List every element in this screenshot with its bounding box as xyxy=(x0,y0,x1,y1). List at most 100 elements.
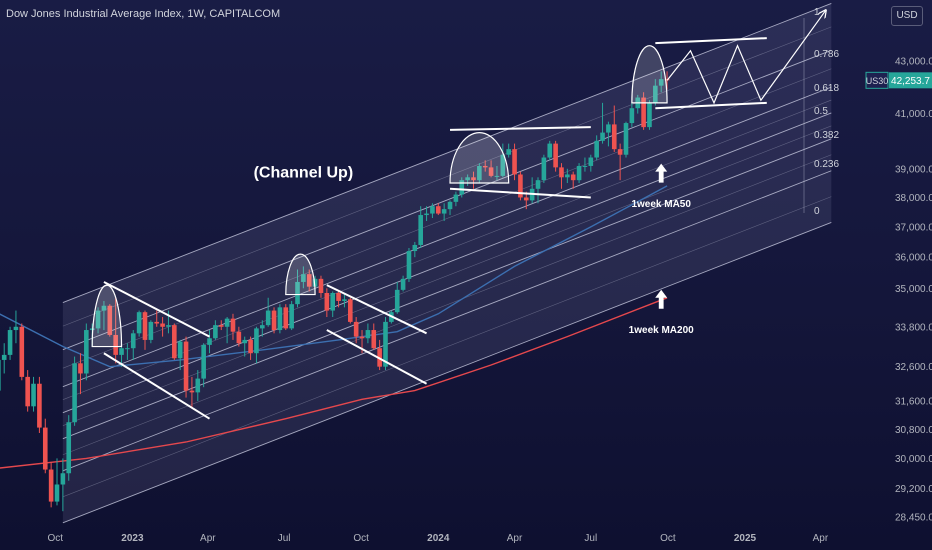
candle-body xyxy=(359,336,365,339)
candle-body xyxy=(37,383,42,428)
pattern-trendline xyxy=(103,281,210,338)
candle-body xyxy=(576,165,582,181)
candle-body xyxy=(383,321,388,367)
fib-level-label: 0.5 xyxy=(814,106,828,117)
candle-body xyxy=(441,209,447,214)
candle-body xyxy=(48,469,54,502)
candle-body xyxy=(31,383,36,407)
candle-body xyxy=(353,321,359,337)
candle-body xyxy=(130,333,136,349)
candle-body xyxy=(189,390,195,393)
candle-body xyxy=(218,325,224,327)
x-tick-label: Oct xyxy=(353,533,369,544)
x-tick-label: Apr xyxy=(507,533,523,544)
candle-body xyxy=(406,251,412,279)
currency-selector[interactable]: USD xyxy=(891,6,923,26)
candle-body xyxy=(84,330,89,374)
candle-body xyxy=(66,422,72,474)
pattern-trendline xyxy=(449,187,591,199)
y-tick-label: 43,000.0 xyxy=(895,57,932,68)
candle-body xyxy=(459,180,465,195)
rounding-top-arc xyxy=(91,284,123,348)
candle-body xyxy=(430,206,435,214)
x-tick-label: 2024 xyxy=(427,533,450,544)
candle-body xyxy=(371,330,377,349)
candle-body xyxy=(488,167,494,176)
candle-body xyxy=(324,292,330,311)
candle-body xyxy=(447,201,453,210)
ma200-line xyxy=(0,297,668,469)
x-tick-label: Apr xyxy=(200,533,216,544)
x-tick-label: Jul xyxy=(278,533,291,544)
x-axis[interactable]: Oct 2023 Apr Jul Oct 2024 Apr Jul Oct 2025 Apr xyxy=(48,533,829,544)
candle-body xyxy=(565,174,570,178)
candle-body xyxy=(125,348,130,350)
projection-path xyxy=(666,11,825,105)
candle-body xyxy=(330,292,336,311)
candle-body xyxy=(553,143,558,168)
candle-body xyxy=(107,305,113,335)
ma-annotation-label: 1week MA50 xyxy=(631,199,691,210)
channel-group: 1 0.786 0.618 0.5 0.382 0.236 0 xyxy=(62,3,839,524)
candle-body xyxy=(471,177,476,181)
candle-body xyxy=(195,378,201,393)
ma-annotation-label: 1week MA200 xyxy=(629,325,694,336)
candle-body xyxy=(512,149,517,175)
x-tick-label: Oct xyxy=(660,533,676,544)
candle-body xyxy=(559,167,564,178)
candle-body xyxy=(7,330,13,355)
fib-level-label: 0.618 xyxy=(814,83,839,94)
candle-body xyxy=(348,299,353,322)
y-tick-label: 41,000.0 xyxy=(895,109,932,120)
candle-body xyxy=(213,325,218,339)
candle-body xyxy=(248,339,253,354)
y-tick-label: 35,000.0 xyxy=(895,284,932,295)
candle-body xyxy=(19,326,25,377)
candle-body xyxy=(412,244,418,252)
x-tick-label: Jul xyxy=(584,533,597,544)
rounding-top-arc xyxy=(631,45,668,104)
candle-body xyxy=(236,331,242,344)
candle-body xyxy=(523,197,529,201)
candle-body xyxy=(54,484,60,502)
candle-body xyxy=(594,140,599,158)
candle-body xyxy=(283,307,289,329)
candle-body xyxy=(482,165,488,168)
candle-body xyxy=(570,174,576,181)
candle-body xyxy=(172,325,177,359)
price-tag-symbol-bg xyxy=(865,71,889,89)
pattern-trendline xyxy=(326,284,427,335)
channel-midline xyxy=(62,154,832,456)
moving-averages-group xyxy=(0,185,668,469)
candle-body xyxy=(95,310,101,329)
y-axis[interactable]: 43,000.0 41,000.0 39,000.0 38,000.0 37,000.0… xyxy=(865,57,932,524)
candle-body xyxy=(154,321,160,324)
y-tick-label: 39,000.0 xyxy=(895,164,932,175)
price-tag-value: 42,253.7 xyxy=(891,76,930,87)
candle-body xyxy=(365,330,371,339)
y-tick-label: 31,600.0 xyxy=(895,397,932,408)
fib-level-line xyxy=(62,222,832,524)
channel-midline xyxy=(62,68,832,369)
y-tick-label: 30,800.0 xyxy=(895,425,932,436)
price-tag-bg xyxy=(889,72,932,89)
chart-title: Dow Jones Industrial Average Index, 1W, … xyxy=(6,8,281,20)
x-tick-label: Apr xyxy=(813,533,829,544)
candle-body xyxy=(477,165,482,181)
candle-body xyxy=(600,132,605,141)
candle-body xyxy=(629,108,635,124)
candle-body xyxy=(623,123,629,155)
candle-body xyxy=(177,341,183,359)
candle-body xyxy=(1,354,7,360)
candle-body xyxy=(25,376,30,407)
candle-body xyxy=(547,143,553,158)
candle-body xyxy=(242,339,248,344)
candle-body xyxy=(465,177,470,181)
annotations-group: (Channel Up) 1week MA50 1week MA200 xyxy=(254,165,695,337)
x-tick-label: 2023 xyxy=(121,533,144,544)
candle-body xyxy=(230,318,236,332)
y-tick-label: 37,000.0 xyxy=(895,222,932,233)
candle-body xyxy=(342,299,347,301)
y-tick-label: 38,000.0 xyxy=(895,193,932,204)
